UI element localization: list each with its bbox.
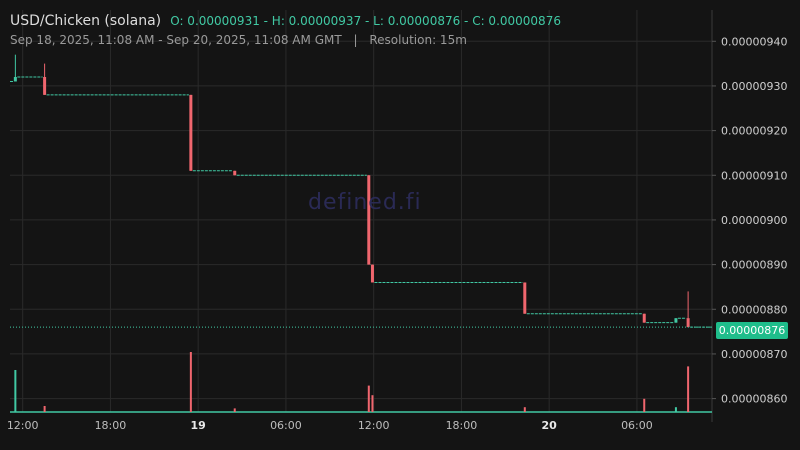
current-price-badge: 0.00000876 bbox=[716, 322, 788, 339]
candle-body bbox=[642, 313, 646, 323]
resolution-label: Resolution: 15m bbox=[369, 33, 467, 47]
x-tick-label: 18:00 bbox=[95, 419, 127, 432]
x-tick-label: 19 bbox=[191, 419, 206, 432]
volume-bar bbox=[643, 398, 646, 412]
volume-bar bbox=[233, 408, 236, 412]
y-tick-label: 0.00000930 bbox=[721, 80, 787, 93]
date-range: Sep 18, 2025, 11:08 AM - Sep 20, 2025, 1… bbox=[10, 33, 342, 47]
y-tick-label: 0.00000900 bbox=[721, 214, 787, 227]
x-tick-label: 20 bbox=[542, 419, 558, 432]
candle-body bbox=[189, 94, 193, 171]
x-tick-label: 18:00 bbox=[446, 419, 478, 432]
y-tick-label: 0.00000870 bbox=[721, 348, 787, 361]
volume-bar bbox=[367, 385, 370, 412]
y-tick-label: 0.00000860 bbox=[721, 393, 787, 406]
watermark: defined.fi bbox=[308, 190, 422, 215]
candle-body bbox=[233, 170, 237, 176]
flat-price-segments bbox=[10, 76, 712, 328]
pair-title: USD/Chicken (solana) bbox=[10, 13, 162, 29]
volume-bar bbox=[674, 407, 677, 412]
y-tick-label: 0.00000940 bbox=[721, 35, 787, 48]
x-tick-label: 12:00 bbox=[7, 419, 39, 432]
y-tick-label: 0.00000920 bbox=[721, 125, 787, 138]
y-tick-label: 0.00000890 bbox=[721, 259, 787, 272]
x-axis[interactable]: 12:00 18:00 19 06:00 12:00 18:00 20 06:00 bbox=[7, 419, 653, 432]
candle-body bbox=[367, 175, 371, 265]
candle-body bbox=[13, 77, 17, 82]
chart-header: USD/Chicken (solana) O: 0.00000931 - H: … bbox=[10, 10, 561, 29]
separator: | bbox=[353, 33, 358, 47]
grid bbox=[10, 10, 713, 422]
volume-bar bbox=[189, 352, 192, 412]
x-tick-label: 12:00 bbox=[358, 419, 390, 432]
volume-bar bbox=[523, 407, 526, 412]
x-tick-label: 06:00 bbox=[270, 419, 302, 432]
volume-bar bbox=[371, 395, 374, 412]
candle-body bbox=[523, 282, 527, 314]
candle-body bbox=[674, 318, 678, 323]
y-axis[interactable]: 0.00000940 0.00000930 0.00000920 0.00000910… bbox=[712, 35, 787, 406]
y-tick-label: 0.00000910 bbox=[721, 169, 787, 182]
ohlc-readout: O: 0.00000931 - H: 0.00000937 - L: 0.000… bbox=[170, 14, 561, 28]
volume-bar bbox=[14, 370, 17, 412]
candle-body bbox=[43, 77, 47, 95]
volume-bar bbox=[687, 366, 690, 412]
y-tick-label: 0.00000880 bbox=[721, 303, 787, 316]
candle-body bbox=[370, 264, 374, 283]
candle-body bbox=[686, 318, 690, 328]
chart-subheader: Sep 18, 2025, 11:08 AM - Sep 20, 2025, 1… bbox=[10, 33, 467, 47]
candles bbox=[13, 54, 690, 328]
volume-bars bbox=[10, 352, 712, 413]
x-tick-label: 06:00 bbox=[621, 419, 653, 432]
volume-bar bbox=[43, 406, 46, 412]
